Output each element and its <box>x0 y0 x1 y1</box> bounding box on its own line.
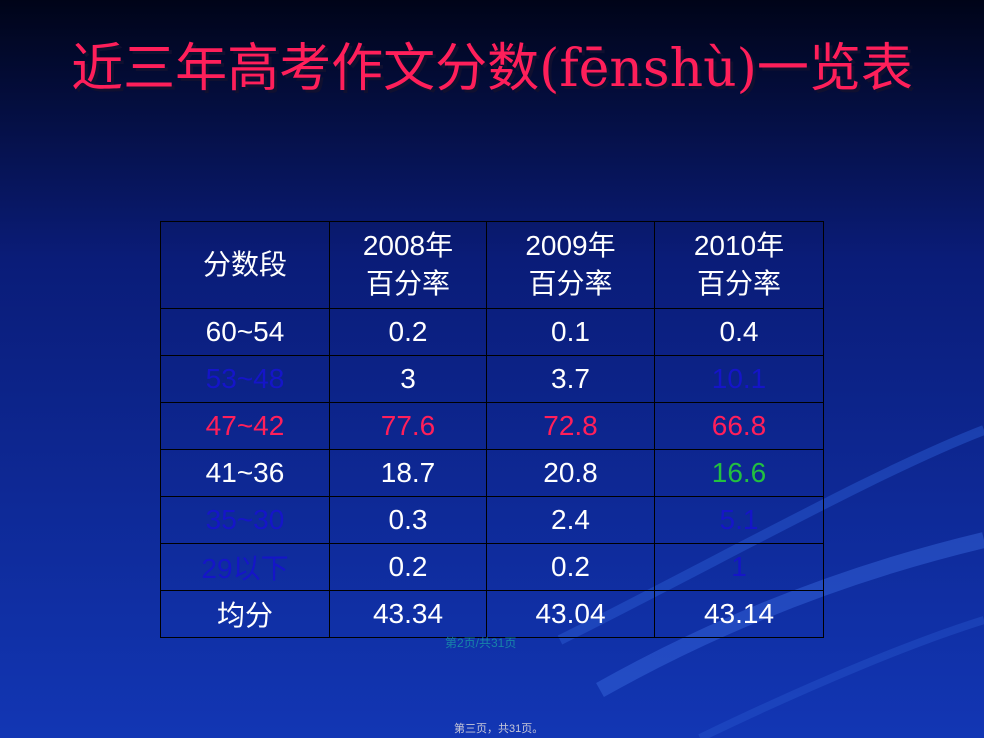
cell: 0.1 <box>486 308 655 356</box>
header-row: 分数段 2008年百分率 2009年百分率 2010年百分率 <box>160 221 824 309</box>
header-sub: 百分率 <box>528 268 613 299</box>
header-cell: 2008年百分率 <box>329 221 487 309</box>
row: 47~42 77.6 72.8 66.8 <box>160 402 824 450</box>
cell: 41~36 <box>160 449 330 497</box>
cell: 5.1 <box>654 496 824 544</box>
cell: 29以下 <box>160 543 330 591</box>
cell: 0.3 <box>329 496 487 544</box>
header-year: 2010年 <box>693 230 785 261</box>
cell: 18.7 <box>329 449 487 497</box>
cell: 60~54 <box>160 308 330 356</box>
header-cell: 2009年百分率 <box>486 221 655 309</box>
cell: 0.2 <box>486 543 655 591</box>
cell: 2.4 <box>486 496 655 544</box>
cell: 53~48 <box>160 355 330 403</box>
cell: 0.2 <box>329 308 487 356</box>
cell: 20.8 <box>486 449 655 497</box>
header-cell: 2010年百分率 <box>654 221 824 309</box>
cell: 43.04 <box>486 590 655 638</box>
cell: 均分 <box>160 590 330 638</box>
cell: 0.4 <box>654 308 824 356</box>
cell: 16.6 <box>654 449 824 497</box>
cell: 1 <box>654 543 824 591</box>
cell: 66.8 <box>654 402 824 450</box>
row: 41~36 18.7 20.8 16.6 <box>160 449 824 497</box>
cell: 43.34 <box>329 590 487 638</box>
cell: 3.7 <box>486 355 655 403</box>
header-cell: 分数段 <box>160 221 330 309</box>
cell: 43.14 <box>654 590 824 638</box>
footer: 第三页，共31页。 <box>454 723 544 735</box>
cell: 10.1 <box>654 355 824 403</box>
score-table: 分数段 2008年 百分率 2009年 百分率 2010年 百分率 60~54 0.2 0… <box>160 221 824 638</box>
row: 29以下 0.2 0.2 1 <box>160 543 824 591</box>
header-year: 2009年 <box>525 230 616 261</box>
row: 60~54 0.2 0.1 0.4 <box>160 308 824 356</box>
cell: 72.8 <box>486 402 655 450</box>
watermark: 第2页/共31页 <box>445 636 517 650</box>
header-sub: 百分率 <box>365 268 450 299</box>
header-sub: 百分率 <box>696 268 781 299</box>
cell: 0.2 <box>329 543 487 591</box>
cell: 3 <box>329 355 487 403</box>
cell: 77.6 <box>329 402 487 450</box>
cell: 35~30 <box>160 496 330 544</box>
row: 53~48 3 3.7 10.1 <box>160 355 824 403</box>
slide-title: 近三年高考作文分数(fēnshù)一览表 <box>71 39 913 99</box>
header-year: 2008年 <box>362 230 454 261</box>
cell: 47~42 <box>160 402 330 450</box>
row: 35~30 0.3 2.4 5.1 <box>160 496 824 544</box>
row: 均分 43.34 43.04 43.14 <box>160 590 824 638</box>
